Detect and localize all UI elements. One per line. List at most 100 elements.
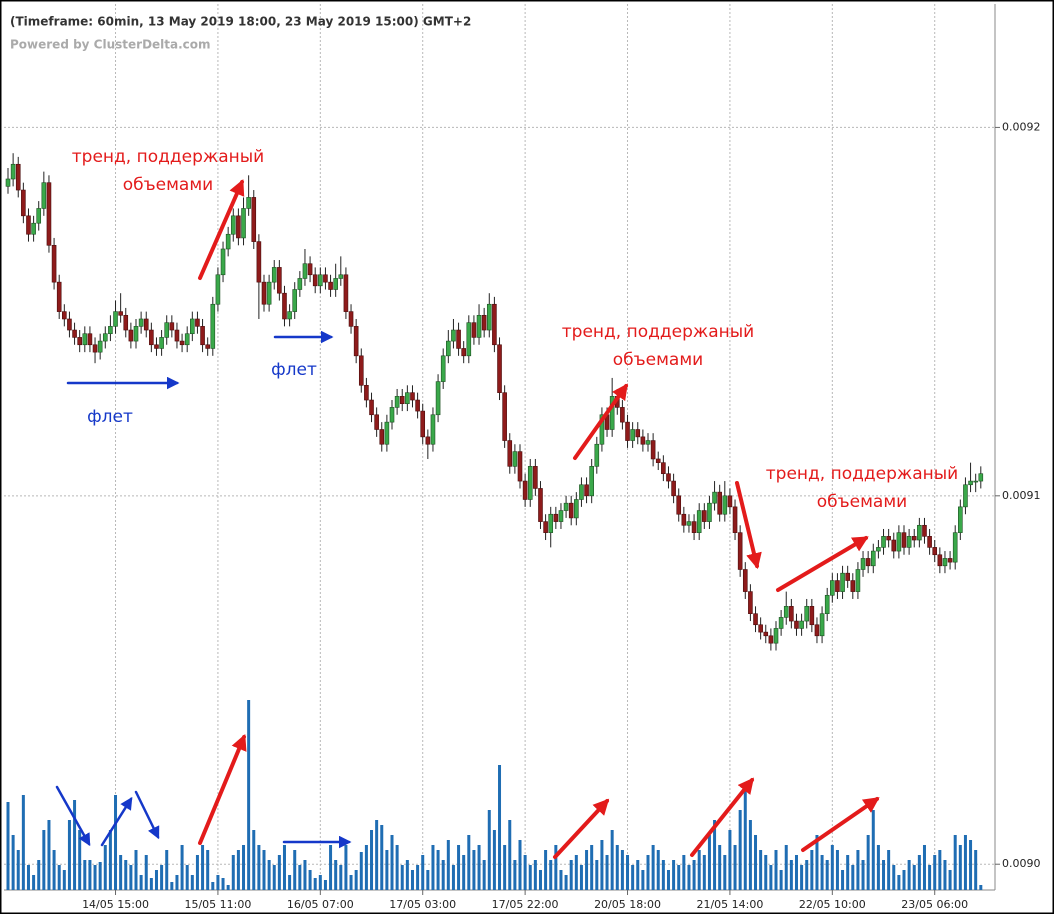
candle-body [108, 326, 113, 335]
volume-bar [830, 845, 834, 890]
volume-bar [416, 865, 420, 890]
candle-body [835, 580, 840, 592]
x-tick-label: 20/05 18:00 [594, 898, 661, 911]
candle-body [343, 274, 349, 312]
candle-body [486, 303, 492, 331]
volume-bar [928, 865, 932, 890]
volume-bar [605, 855, 609, 890]
candle-body [901, 532, 907, 548]
candle-body [732, 506, 738, 533]
candle-body [548, 513, 554, 533]
candle-body [737, 532, 743, 570]
candle-body [635, 429, 641, 438]
candle-body [881, 536, 886, 548]
candle-body [789, 606, 794, 622]
candle-body [625, 421, 630, 441]
candle-body [282, 292, 287, 320]
candle-body [169, 322, 175, 331]
candle-body [471, 322, 477, 338]
volume-bar [78, 830, 82, 890]
volume-bar [825, 860, 829, 890]
candle-body [333, 278, 338, 290]
volume-bar [846, 855, 850, 890]
volume-bar [482, 860, 486, 890]
volume-bar [917, 855, 921, 890]
annotation: флет [87, 407, 133, 427]
candle-body [195, 318, 200, 327]
candle-body [41, 182, 47, 209]
volume-bar [165, 850, 169, 890]
volume-bar [103, 845, 107, 890]
arrow [573, 383, 628, 460]
candle-body [527, 466, 533, 500]
volume-bar [810, 850, 814, 890]
chart-subtitle: Powered by ClusterDelta.com [10, 38, 211, 52]
x-tick-label: 22/05 10:00 [799, 898, 866, 911]
candle-body [51, 245, 57, 283]
annotation: объемами [817, 492, 907, 512]
candle-body [963, 484, 968, 508]
candle-body [77, 337, 82, 346]
volume-bar [933, 855, 937, 890]
volume-bar [318, 875, 322, 890]
volume-bar [288, 875, 292, 890]
volume-bar [600, 840, 604, 890]
candle-body [143, 318, 149, 331]
candle-body [533, 466, 538, 489]
candle-body [568, 502, 574, 519]
volume-bar [190, 875, 194, 890]
candle-body [707, 502, 712, 522]
volume-bar [11, 835, 15, 890]
volume-bar [779, 870, 783, 890]
volume-bar [160, 865, 164, 890]
candle-body [164, 322, 170, 338]
x-tick-label: 17/05 22:00 [492, 898, 559, 911]
volume-bar [820, 855, 824, 890]
candle-body [338, 274, 344, 279]
volume-bar [513, 860, 517, 890]
volume-bar [718, 845, 722, 890]
candle-body [87, 333, 93, 346]
candle-body [307, 263, 313, 276]
candle-body [952, 532, 958, 563]
candle-body [405, 392, 410, 405]
candle-body [451, 329, 456, 342]
volume-bar [380, 825, 384, 890]
y-tick-label: 0.0092 [1002, 120, 1041, 133]
candle-body [123, 314, 129, 331]
candle-body [56, 281, 62, 312]
volume-bar [472, 850, 476, 890]
candle-body [256, 241, 262, 283]
volume-bar [697, 850, 701, 890]
volume-bar [544, 850, 548, 890]
candle-body [758, 624, 763, 633]
volume-bar [661, 860, 665, 890]
volume-bar [902, 870, 906, 890]
annotation: тренд, поддержаный [766, 464, 958, 484]
volume-bar [922, 845, 926, 890]
volume-bar [410, 870, 414, 890]
candle-body [67, 318, 72, 331]
y-tick-label: 0.0091 [1002, 489, 1041, 502]
volume-bar [313, 878, 317, 890]
candle-body [97, 340, 103, 353]
volume-bar [979, 885, 983, 890]
candle-body [717, 491, 722, 515]
candle-body [481, 314, 487, 331]
candle-body [476, 314, 482, 338]
volume-bar [851, 865, 855, 890]
candle-body [200, 326, 205, 346]
candle-body [10, 163, 16, 180]
volume-bar [912, 865, 916, 890]
volume-bar [641, 870, 645, 890]
volume-bar [441, 860, 445, 890]
arrow [198, 734, 247, 845]
volume-bar [272, 865, 276, 890]
volume-bar [636, 860, 640, 890]
volume-bar [835, 850, 839, 890]
candle-body [742, 569, 748, 592]
volume-bar [282, 845, 286, 890]
volume-bar [620, 850, 624, 890]
candle-body [512, 451, 518, 467]
